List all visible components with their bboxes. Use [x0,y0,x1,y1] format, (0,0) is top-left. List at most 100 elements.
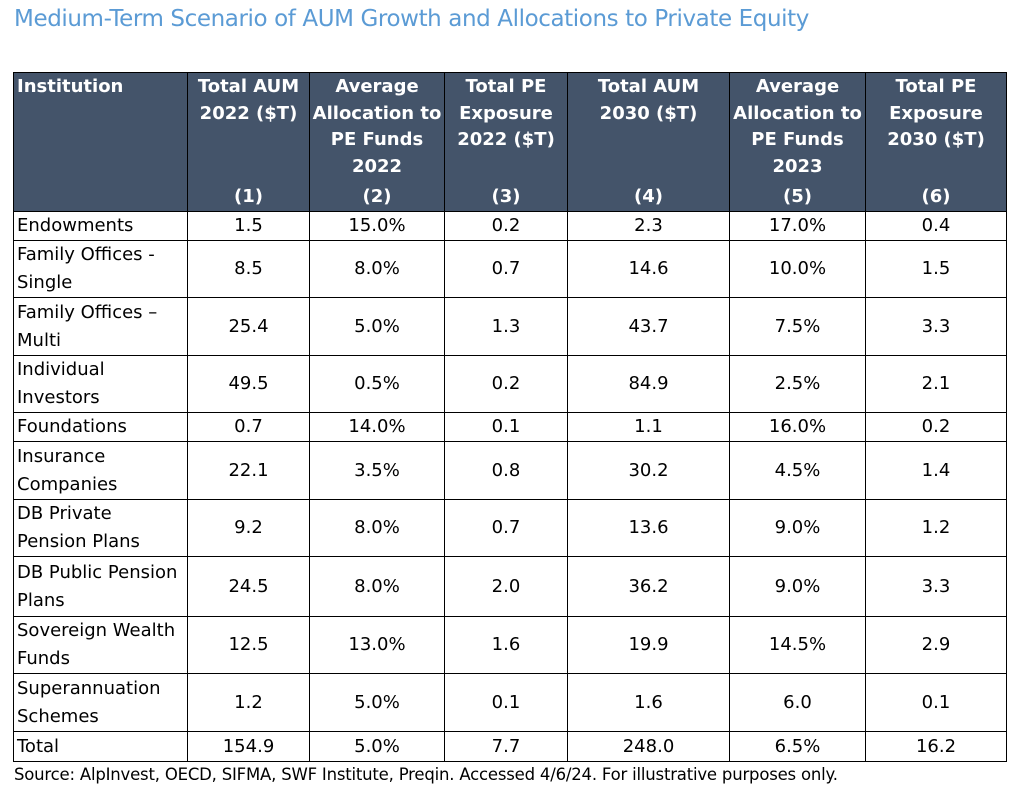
table-row: Superannuation Schemes 1.2 5.0% 0.1 1.6 6.0 0.… [13,673,1007,732]
table-row: Individual Investors 49.5 0.5% 0.2 84.9 2.5% 2… [13,355,1007,413]
value-cell: 1.5 [865,240,1007,298]
pe-allocation-table: Institution Total AUM 2022 ($T) (1) Aver… [13,72,1007,762]
value-cell: 1.3 [444,297,568,356]
institution-cell: Family Offices – Multi [13,297,188,356]
value-cell: 6.5% [729,731,866,762]
value-cell: 0.7 [444,499,568,557]
value-cell: 8.0% [309,240,445,298]
value-cell: 30.2 [567,441,730,500]
value-cell: 13.0% [309,616,445,674]
value-cell: 8.0% [309,556,445,617]
value-cell: 4.5% [729,441,866,500]
value-cell: 0.4 [865,211,1007,241]
value-cell: 6.0 [729,673,866,732]
column-header-pe-exposure-2030: Total PE Exposure 2030 ($T) (6) [865,72,1007,212]
value-cell: 12.5 [187,616,310,674]
value-cell: 1.1 [567,412,730,442]
value-cell: 3.5% [309,441,445,500]
value-cell: 248.0 [567,731,730,762]
value-cell: 0.8 [444,441,568,500]
value-cell: 24.5 [187,556,310,617]
column-number: (3) [491,186,521,207]
value-cell: 9.0% [729,556,866,617]
value-cell: 0.5% [309,355,445,413]
value-cell: 7.7 [444,731,568,762]
table-row: Sovereign Wealth Funds 12.5 13.0% 1.6 19.9 14… [13,616,1007,674]
institution-cell: DB Public Pension Plans [13,556,188,617]
value-cell: 16.0% [729,412,866,442]
column-header-avg-allocation-2023: Average Allocation to PE Funds 2023 (5) [729,72,866,212]
value-cell: 9.0% [729,499,866,557]
value-cell: 5.0% [309,673,445,732]
value-cell: 16.2 [865,731,1007,762]
institution-cell: Individual Investors [13,355,188,413]
column-header-institution: Institution [13,72,188,212]
table-row: DB Private Pension Plans 9.2 8.0% 0.7 13.6 9.… [13,499,1007,557]
value-cell: 8.5 [187,240,310,298]
value-cell: 22.1 [187,441,310,500]
column-number: (4) [634,186,663,207]
value-cell: 1.2 [187,673,310,732]
column-header-pe-exposure-2022: Total PE Exposure 2022 ($T) (3) [444,72,568,212]
value-cell: 0.2 [444,211,568,241]
value-cell: 5.0% [309,731,445,762]
value-cell: 10.0% [729,240,866,298]
column-header-total-aum-2030: Total AUM 2030 ($T) (4) [567,72,730,212]
value-cell: 14.5% [729,616,866,674]
value-cell: 49.5 [187,355,310,413]
value-cell: 1.6 [444,616,568,674]
value-cell: 1.2 [865,499,1007,557]
value-cell: 15.0% [309,211,445,241]
value-cell: 14.0% [309,412,445,442]
value-cell: 43.7 [567,297,730,356]
value-cell: 0.1 [444,673,568,732]
value-cell: 1.6 [567,673,730,732]
value-cell: 1.4 [865,441,1007,500]
table-row: Total 154.9 5.0% 7.7 248.0 6.5% 16.2 [13,731,1007,762]
institution-cell: Superannuation Schemes [13,673,188,732]
table-row: Insurance Companies 22.1 3.5% 0.8 30.2 4.5% 1.… [13,441,1007,500]
value-cell: 25.4 [187,297,310,356]
value-cell: 13.6 [567,499,730,557]
value-cell: 36.2 [567,556,730,617]
value-cell: 0.2 [865,412,1007,442]
institution-cell: Insurance Companies [13,441,188,500]
institution-cell: Endowments [13,211,188,241]
column-header-avg-allocation-2022: Average Allocation to PE Funds 2022 (2) [309,72,445,212]
value-cell: 2.9 [865,616,1007,674]
value-cell: 14.6 [567,240,730,298]
value-cell: 19.9 [567,616,730,674]
source-note: Source: AlpInvest, OECD, SIFMA, SWF Inst… [14,765,838,784]
value-cell: 3.3 [865,556,1007,617]
value-cell: 5.0% [309,297,445,356]
value-cell: 2.0 [444,556,568,617]
institution-cell: Foundations [13,412,188,442]
value-cell: 0.1 [444,412,568,442]
column-number: (6) [921,186,951,207]
column-number: (1) [234,186,263,207]
value-cell: 0.7 [444,240,568,298]
table-row: DB Public Pension Plans 24.5 8.0% 2.0 36.2 9.… [13,556,1007,617]
value-cell: 2.3 [567,211,730,241]
table-row: Foundations 0.7 14.0% 0.1 1.1 16.0% 0.2 [13,412,1007,442]
value-cell: 154.9 [187,731,310,762]
value-cell: 0.2 [444,355,568,413]
value-cell: 7.5% [729,297,866,356]
value-cell: 1.5 [187,211,310,241]
value-cell: 9.2 [187,499,310,557]
institution-cell: DB Private Pension Plans [13,499,188,557]
institution-cell: Total [13,731,188,762]
institution-cell: Sovereign Wealth Funds [13,616,188,674]
value-cell: 0.1 [865,673,1007,732]
column-number: (5) [783,186,812,207]
column-header-total-aum-2022: Total AUM 2022 ($T) (1) [187,72,310,212]
value-cell: 84.9 [567,355,730,413]
value-cell: 3.3 [865,297,1007,356]
institution-cell: Family Offices - Single [13,240,188,298]
table-row: Endowments 1.5 15.0% 0.2 2.3 17.0% 0.4 [13,211,1007,241]
value-cell: 0.7 [187,412,310,442]
table-row: Family Offices – Multi 25.4 5.0% 1.3 43.7 7.5… [13,297,1007,356]
value-cell: 8.0% [309,499,445,557]
column-number: (2) [362,186,392,207]
value-cell: 2.5% [729,355,866,413]
